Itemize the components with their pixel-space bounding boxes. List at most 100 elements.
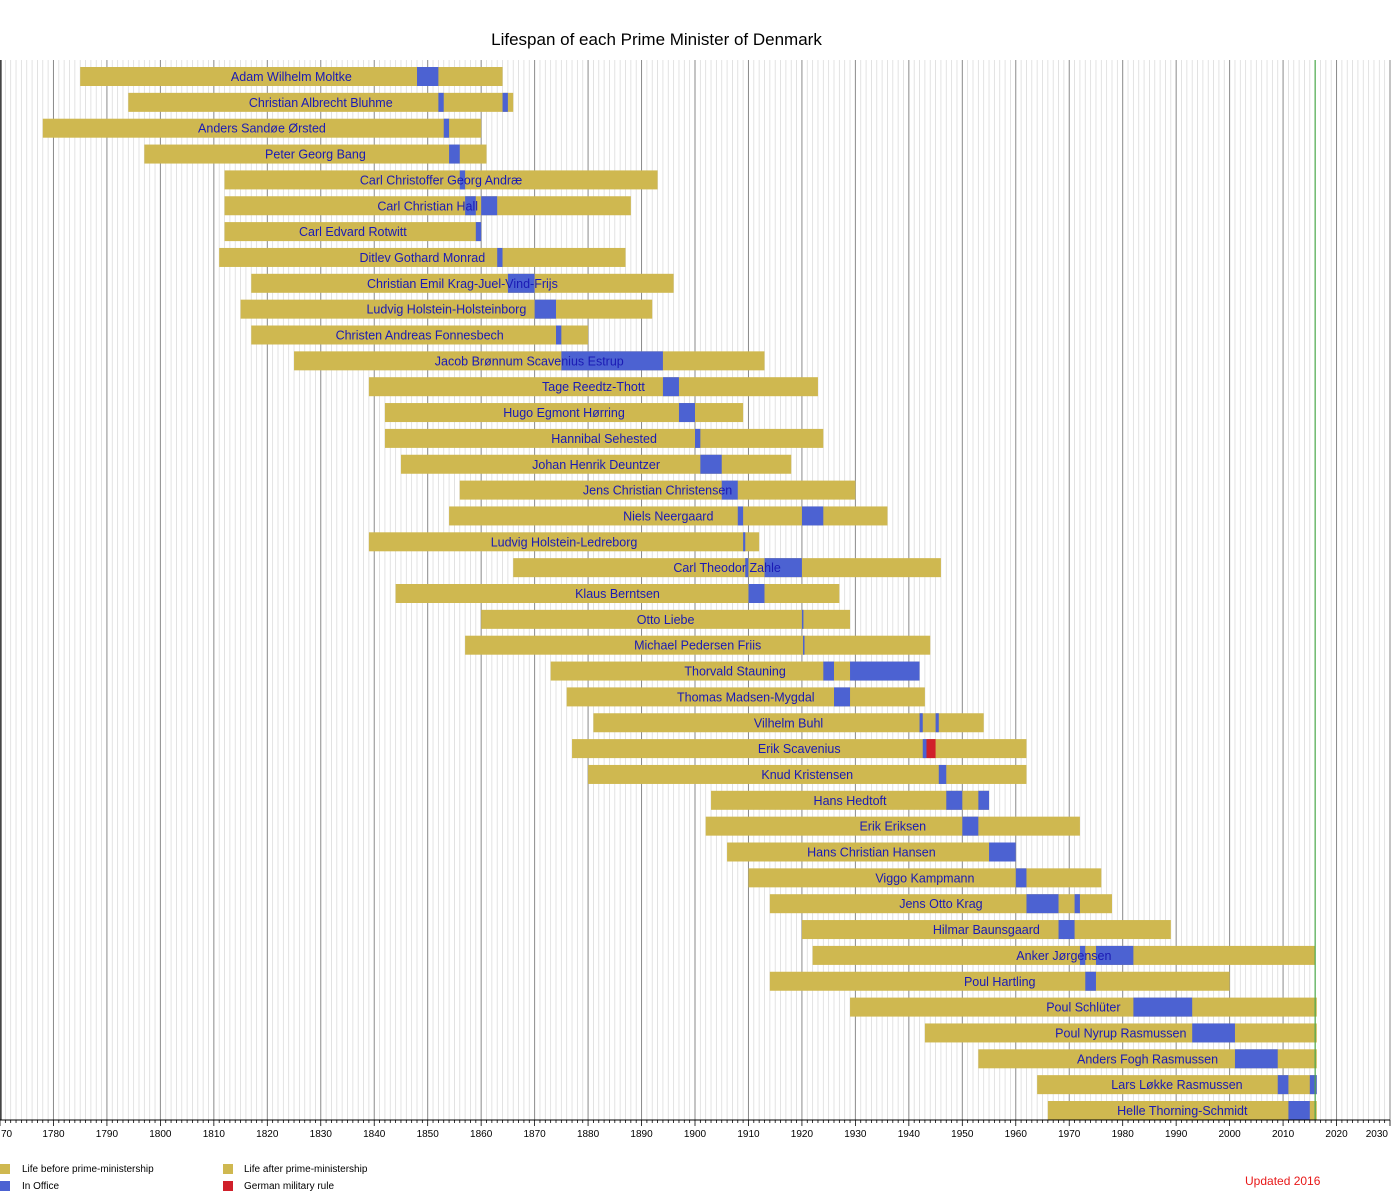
office-term-bar <box>919 713 923 733</box>
lifespan-bar <box>593 713 984 733</box>
lifespan-bar <box>128 92 514 112</box>
legend-label-office: In Office <box>22 1181 60 1192</box>
lifespan-bar <box>1047 1101 1317 1120</box>
x-tick-label: 1960 <box>1005 1129 1028 1140</box>
office-term-bar <box>678 403 695 423</box>
x-tick-label: 1850 <box>417 1129 440 1140</box>
office-term-bar <box>1085 971 1096 991</box>
office-term-bar <box>1095 945 1134 965</box>
pm-name-label: Thorvald Stauning <box>684 665 786 679</box>
office-term-bar <box>922 739 927 759</box>
pm-name-label: Klaus Berntsen <box>575 587 660 601</box>
lifespan-bar <box>80 67 503 86</box>
pm-name-label: Vilhelm Buhl <box>754 716 823 730</box>
office-term-bar <box>449 144 460 164</box>
pm-name-label: Ludvig Holstein-Ledreborg <box>491 535 638 549</box>
lifespan-bar <box>812 945 1316 965</box>
pm-name-label: Christian Emil Krag-Juel-Vind-Frijs <box>367 277 558 291</box>
office-term-bar <box>737 506 744 526</box>
x-tick-label: 1900 <box>684 1129 707 1140</box>
office-term-bar <box>1079 945 1086 965</box>
office-term-bar <box>801 609 804 629</box>
x-tick-label: 1950 <box>951 1129 974 1140</box>
x-tick-label: 1910 <box>737 1129 760 1140</box>
lifespan-bar <box>384 403 744 423</box>
x-tick-label: 1810 <box>203 1129 226 1140</box>
office-term-bar <box>556 325 562 345</box>
office-term-bar <box>946 790 963 810</box>
office-term-bar <box>481 196 498 216</box>
office-term-bar <box>1026 894 1059 914</box>
office-term-bar <box>1192 1023 1235 1043</box>
pm-name-label: Poul Hartling <box>964 975 1036 989</box>
x-tick-label: 2030 <box>1366 1129 1389 1140</box>
pm-name-label: Lars Løkke Rasmussen <box>1111 1078 1242 1092</box>
x-tick-label: 1930 <box>844 1129 867 1140</box>
pm-name-label: Hannibal Sehested <box>551 432 657 446</box>
pm-name-label: Poul Nyrup Rasmussen <box>1055 1026 1186 1040</box>
lifespan-bar <box>224 222 482 242</box>
lifespan-bar <box>219 247 626 267</box>
lifespan-bar <box>748 868 1102 888</box>
lifespan-bar <box>368 377 818 397</box>
office-term-bar <box>497 247 503 267</box>
x-tick-label: 1840 <box>363 1129 386 1140</box>
pm-name-label: Poul Schlüter <box>1046 1001 1120 1015</box>
office-term-bar <box>1277 1075 1289 1095</box>
pm-name-label: Anders Sandøe Ørsted <box>198 122 326 136</box>
pm-name-label: Jens Otto Krag <box>899 897 982 911</box>
pm-name-label: Christian Albrecht Bluhme <box>249 96 393 110</box>
x-tick-label: 1820 <box>256 1129 279 1140</box>
lifespan-bar <box>801 920 1171 940</box>
lifespan-bar <box>1037 1075 1317 1095</box>
x-tick-label: 1880 <box>577 1129 600 1140</box>
x-tick-label: 70 <box>1 1129 13 1140</box>
x-tick-label: 1940 <box>898 1129 921 1140</box>
office-term-bar <box>700 454 722 474</box>
lifespan-bar <box>465 635 931 655</box>
pm-name-label: Hans Hedtoft <box>814 794 887 808</box>
pm-name-label: Carl Christian Hall <box>377 199 478 213</box>
office-term-bar <box>823 661 834 681</box>
lifespan-bar <box>400 454 792 474</box>
office-term-bar <box>561 351 663 371</box>
pm-name-label: Jens Christian Christensen <box>583 484 732 498</box>
x-tick-label: 1990 <box>1165 1129 1188 1140</box>
legend-swatch-german-rule <box>223 1181 233 1191</box>
x-tick-label: 1870 <box>523 1129 546 1140</box>
pm-name-label: Helle Thorning-Schmidt <box>1117 1104 1248 1118</box>
office-term-bar <box>938 764 947 784</box>
x-tick-label: 1980 <box>1112 1129 1135 1140</box>
lifespan-bar <box>572 739 1027 759</box>
office-term-bar <box>745 558 749 578</box>
pm-name-label: Ludvig Holstein-Holsteinborg <box>366 303 526 317</box>
pm-name-label: Thomas Madsen-Mygdal <box>677 690 815 704</box>
office-term-bar <box>475 222 482 242</box>
lifespan-bar <box>144 144 487 164</box>
x-tick-label: 1830 <box>310 1129 333 1140</box>
office-term-bar <box>502 92 508 112</box>
x-tick-label: 1800 <box>149 1129 172 1140</box>
pm-name-label: Carl Christoffer Georg Andræ <box>360 173 522 187</box>
office-term-bar <box>721 480 738 500</box>
lifespan-bar <box>449 506 888 526</box>
lifespan-bar <box>459 480 856 500</box>
lifespan-bar <box>705 816 1080 836</box>
office-term-bar <box>438 92 444 112</box>
lifespan-bar <box>588 764 1027 784</box>
office-term-bar <box>662 377 679 397</box>
x-tick-label: 1890 <box>630 1129 653 1140</box>
office-term-bar <box>1309 1075 1317 1095</box>
office-term-bar <box>935 713 939 733</box>
office-term-bar <box>834 687 851 707</box>
pm-name-label: Adam Wilhelm Moltke <box>231 70 352 84</box>
x-tick-label: 2000 <box>1218 1129 1241 1140</box>
office-term-bar <box>443 118 450 138</box>
pm-name-label: Erik Scavenius <box>758 742 841 756</box>
pm-name-label: Otto Liebe <box>637 613 695 627</box>
x-tick-label: 2020 <box>1325 1129 1348 1140</box>
office-term-bar <box>850 661 920 681</box>
x-tick-label: 1920 <box>791 1129 814 1140</box>
office-term-bar <box>534 299 556 319</box>
